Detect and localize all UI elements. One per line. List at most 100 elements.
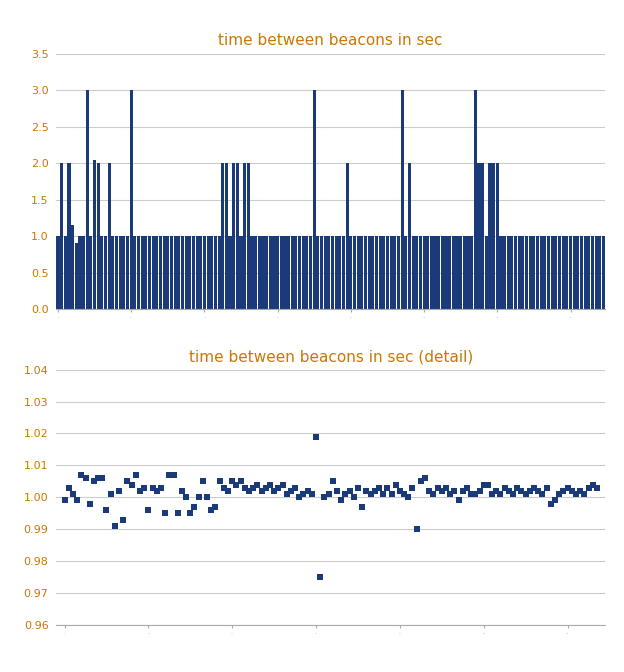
Point [504, 486, 514, 497]
Bar [148, 236, 151, 309]
Point [407, 482, 417, 493]
Bar [258, 236, 261, 309]
Point [508, 489, 518, 499]
Bar [199, 236, 202, 309]
Bar [456, 236, 459, 309]
Bar [360, 236, 363, 309]
Bar [115, 236, 118, 309]
Point [567, 486, 577, 497]
Point [583, 482, 593, 493]
Point [307, 489, 317, 499]
Title: time between beacons in sec (detail): time between beacons in sec (detail) [188, 349, 473, 364]
Point [512, 482, 522, 493]
Bar [368, 236, 371, 309]
Bar [119, 236, 122, 309]
Bar [364, 236, 367, 309]
Point [59, 495, 69, 506]
Bar [437, 236, 441, 309]
Bar [85, 90, 89, 309]
Point [537, 489, 547, 499]
Point [529, 482, 539, 493]
Point [273, 482, 283, 493]
Point [429, 489, 439, 499]
Point [110, 521, 120, 532]
Point [185, 508, 195, 519]
Point [261, 482, 271, 493]
Point [558, 486, 568, 497]
Point [248, 482, 258, 493]
Bar [240, 236, 243, 309]
Point [383, 482, 392, 493]
Point [168, 470, 178, 480]
Point [474, 486, 484, 497]
Point [424, 486, 434, 497]
Bar [536, 236, 539, 309]
Bar [218, 236, 221, 309]
Point [361, 486, 371, 497]
Bar [580, 236, 583, 309]
Bar [393, 236, 396, 309]
Bar [412, 236, 414, 309]
Bar [415, 236, 418, 309]
Bar [152, 236, 155, 309]
Point [554, 489, 564, 499]
Point [152, 486, 162, 497]
Bar [591, 236, 594, 309]
Point [588, 479, 598, 490]
Point [575, 486, 585, 497]
Bar [444, 236, 447, 309]
Point [114, 486, 124, 497]
Bar [595, 236, 598, 309]
Point [177, 486, 187, 497]
Bar [75, 243, 78, 309]
Bar [203, 236, 206, 309]
Bar [353, 236, 356, 309]
Bar [64, 236, 67, 309]
Bar [401, 90, 404, 309]
Bar [510, 236, 514, 309]
Point [399, 489, 409, 499]
Bar [547, 236, 550, 309]
Bar [346, 163, 349, 309]
Bar [324, 236, 327, 309]
Point [395, 486, 405, 497]
Bar [459, 236, 462, 309]
Bar [250, 236, 253, 309]
Bar [173, 236, 177, 309]
Bar [243, 163, 246, 309]
Point [85, 499, 95, 509]
Bar [495, 163, 499, 309]
Bar [305, 236, 308, 309]
Bar [583, 236, 587, 309]
Bar [514, 236, 517, 309]
Point [76, 470, 86, 480]
Bar [448, 236, 451, 309]
Bar [97, 163, 100, 309]
Bar [408, 163, 411, 309]
Bar [144, 236, 147, 309]
Bar [195, 236, 198, 309]
Bar [309, 236, 312, 309]
Bar [79, 236, 82, 309]
Point [370, 486, 380, 497]
Bar [280, 236, 283, 309]
Point [500, 482, 510, 493]
Point [295, 492, 305, 503]
Point [215, 476, 225, 487]
Point [265, 479, 275, 490]
Point [156, 482, 166, 493]
Point [571, 489, 581, 499]
Point [290, 482, 300, 493]
Point [432, 482, 442, 493]
Point [164, 470, 174, 480]
Point [416, 476, 426, 487]
Point [517, 486, 527, 497]
Point [97, 473, 107, 484]
Bar [137, 236, 140, 309]
Point [454, 495, 464, 506]
Point [324, 489, 334, 499]
Point [483, 479, 493, 490]
Point [207, 505, 217, 515]
Bar [130, 90, 133, 309]
Point [193, 492, 203, 503]
